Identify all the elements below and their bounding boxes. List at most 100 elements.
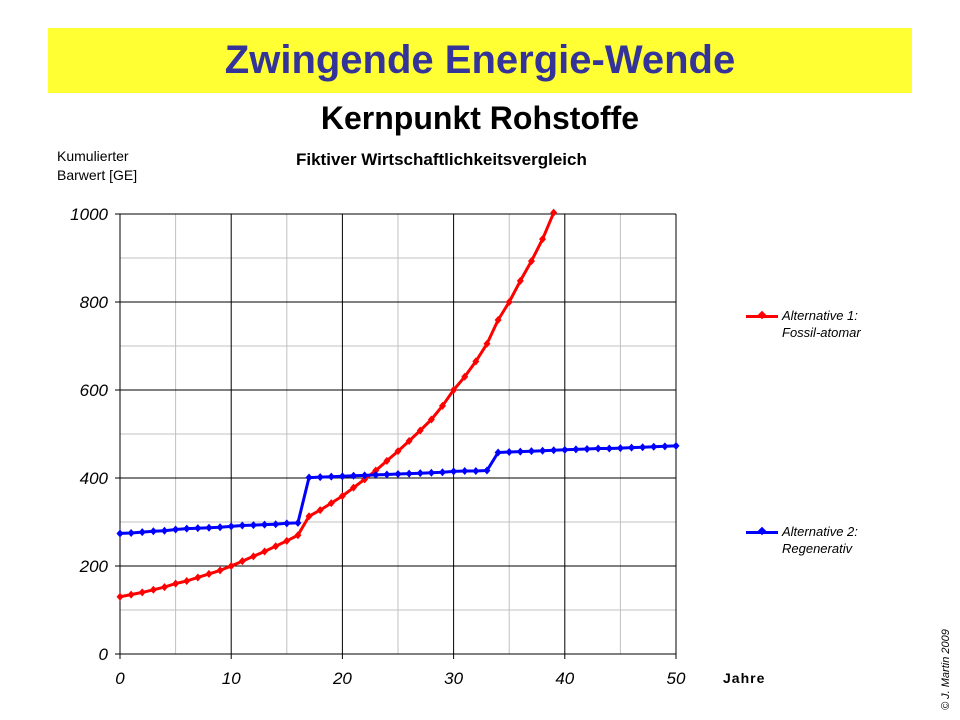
data-point-marker <box>283 536 291 545</box>
data-point-marker <box>405 437 413 446</box>
legend-label: Regenerativ <box>782 541 853 556</box>
data-point-marker <box>261 520 269 529</box>
data-point-marker <box>394 470 402 479</box>
data-point-marker <box>483 466 491 475</box>
y-tick-label: 800 <box>80 293 109 312</box>
data-point-marker <box>416 426 424 435</box>
data-point-marker <box>672 441 680 450</box>
data-point-marker <box>372 466 380 475</box>
data-point-marker <box>194 524 202 533</box>
data-point-marker <box>450 386 458 394</box>
data-point-marker <box>539 235 547 244</box>
data-point-marker <box>272 520 280 529</box>
data-point-marker <box>138 588 146 597</box>
legend-label: Fossil-atomar <box>782 325 861 340</box>
chart-title: Fiktiver Wirtschaftlichkeitsvergleich <box>296 150 587 169</box>
data-point-marker <box>383 456 391 465</box>
data-point-marker <box>283 519 291 528</box>
data-point-marker <box>249 552 257 561</box>
data-point-marker <box>327 472 335 481</box>
data-point-marker <box>149 585 157 594</box>
data-point-marker <box>227 522 235 531</box>
x-tick-label: 50 <box>667 669 686 688</box>
x-tick-label: 20 <box>332 669 352 688</box>
data-point-marker <box>550 208 558 217</box>
x-tick-label: 10 <box>222 669 241 688</box>
chart-series <box>116 208 680 601</box>
data-point-marker <box>527 447 535 456</box>
data-point-marker <box>227 562 235 570</box>
data-point-marker <box>183 576 191 585</box>
x-tick-label: 0 <box>115 669 125 688</box>
data-point-marker <box>183 524 191 533</box>
data-point-marker <box>616 444 624 453</box>
data-point-marker <box>561 445 569 454</box>
data-point-marker <box>594 444 602 453</box>
legend-label: Alternative 1: <box>782 308 858 323</box>
data-point-marker <box>138 528 146 537</box>
data-point-marker <box>628 443 636 452</box>
data-point-marker <box>294 531 302 540</box>
data-point-marker <box>149 527 157 536</box>
data-point-marker <box>505 298 513 306</box>
data-point-marker <box>461 466 469 475</box>
title-banner: Zwingende Energie-Wende <box>48 28 912 93</box>
data-point-marker <box>483 339 491 348</box>
series-2 <box>116 441 680 538</box>
data-point-marker <box>527 257 535 266</box>
page-subtitle: Kernpunkt Rohstoffe <box>0 100 960 137</box>
legend-entry-alternative-1: Alternative 1: Fossil-atomar <box>746 307 861 341</box>
x-tick-label: 40 <box>555 669 574 688</box>
page-title: Zwingende Energie-Wende <box>224 38 736 82</box>
data-point-marker <box>516 447 524 456</box>
data-point-marker <box>160 583 168 592</box>
y-axis-label-line1: Kumulierter <box>57 148 129 164</box>
data-point-marker <box>605 444 613 453</box>
y-axis-label: Kumulierter Barwert [GE] <box>57 147 137 185</box>
x-tick-label: 30 <box>444 669 463 688</box>
data-point-marker <box>205 569 213 578</box>
data-point-marker <box>160 526 168 535</box>
data-point-marker <box>205 523 213 532</box>
data-point-marker <box>472 466 480 475</box>
data-point-marker <box>416 469 424 478</box>
data-point-marker <box>238 521 246 530</box>
legend-label: Alternative 2: <box>782 524 858 539</box>
data-point-marker <box>305 512 313 521</box>
y-tick-label: 0 <box>99 645 109 664</box>
data-point-marker <box>238 557 246 566</box>
copyright-notice: © J. Martin 2009 <box>940 629 952 710</box>
data-point-marker <box>338 472 346 481</box>
data-point-marker <box>216 566 224 575</box>
data-point-marker <box>127 529 135 537</box>
y-tick-label: 400 <box>80 469 109 488</box>
chart-grid <box>119 213 677 655</box>
data-point-marker <box>661 442 669 451</box>
data-point-marker <box>394 447 402 456</box>
data-point-marker <box>516 276 524 285</box>
data-point-marker <box>327 499 335 508</box>
data-point-marker <box>427 415 435 424</box>
data-point-marker <box>472 357 480 366</box>
data-point-marker <box>438 468 446 477</box>
data-point-marker <box>316 473 324 482</box>
data-point-marker <box>550 446 558 455</box>
data-point-marker <box>494 448 502 457</box>
y-tick-label: 600 <box>80 381 109 400</box>
data-point-marker <box>127 590 135 599</box>
data-point-marker <box>461 372 469 381</box>
x-axis-label: Jahre <box>723 670 766 686</box>
data-point-marker <box>539 446 547 455</box>
data-point-marker <box>405 469 413 478</box>
data-point-marker <box>116 529 124 538</box>
y-axis-label-line2: Barwert [GE] <box>57 167 138 183</box>
data-point-marker <box>272 542 280 551</box>
data-point-marker <box>505 448 513 457</box>
data-point-marker <box>427 468 435 477</box>
data-point-marker <box>294 518 302 527</box>
y-tick-label: 1000 <box>70 205 108 224</box>
data-point-marker <box>116 592 124 601</box>
legend-entry-alternative-2: Alternative 2: Regenerativ <box>746 523 858 557</box>
data-point-marker <box>438 401 446 410</box>
